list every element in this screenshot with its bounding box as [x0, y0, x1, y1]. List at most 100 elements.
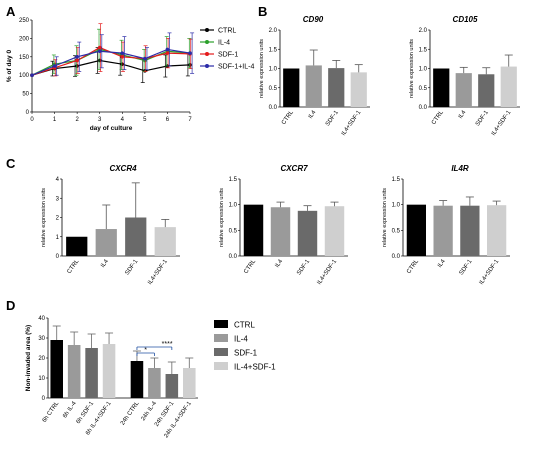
a-data-point — [165, 47, 170, 52]
b1-ytick-label: 0.0 — [269, 105, 278, 111]
a-legend-marker — [205, 64, 209, 68]
d-bar — [50, 340, 63, 398]
c1-category-label: IL4 — [100, 258, 110, 269]
d-ytick-label: 20 — [38, 356, 45, 362]
d-legend-swatch — [214, 362, 228, 370]
a-xtick-label: 5 — [143, 117, 147, 123]
b2-bar — [500, 66, 517, 107]
c2-category-label: IL4+SDF-1 — [316, 258, 338, 286]
c3-bar — [486, 205, 507, 256]
a-ytick-label: 0 — [26, 110, 30, 116]
a-data-point — [143, 56, 147, 61]
b2-ytick-label: 2.0 — [419, 28, 428, 34]
b1-ytick-label: 2.0 — [269, 28, 278, 34]
c1-ytick-label: 4 — [56, 177, 60, 183]
b2-category-label: IL4 — [458, 109, 468, 120]
b2-bar — [478, 74, 495, 107]
panel-label-c: C — [6, 156, 16, 171]
d-category-label: 6h IL-4 — [62, 400, 78, 419]
c3-category-label: CTRL — [406, 258, 420, 275]
c2-bar — [324, 206, 345, 256]
d-bar — [183, 368, 196, 398]
c1-bar — [95, 229, 117, 256]
a-data-point — [97, 45, 102, 50]
a-xtick-label: 0 — [30, 117, 34, 123]
d-bar — [85, 348, 98, 398]
b1-bar — [350, 72, 367, 107]
b2-bar — [433, 68, 450, 107]
d-bar — [165, 374, 179, 398]
d-bar — [130, 361, 144, 398]
a-legend-marker — [205, 28, 209, 32]
b1-ytick-label: 0.5 — [269, 86, 278, 92]
b2-y-axis-title: relative expression units — [409, 39, 415, 98]
c1-category-label: IL4+SDF-1 — [147, 258, 169, 286]
b1-bar — [305, 65, 322, 107]
d-legend-label: IL-4+SDF-1 — [234, 363, 276, 372]
a-data-point — [97, 49, 102, 54]
b2-ytick-label: 1.0 — [419, 67, 428, 73]
d-sig-label: **** — [162, 341, 173, 348]
a-legend-label: CTRL — [218, 28, 236, 35]
c2-chart-title: CXCR7 — [280, 164, 308, 173]
b1-category-label: CTRL — [281, 109, 295, 126]
a-data-point — [30, 73, 34, 77]
b1-chart-title: CD90 — [303, 15, 324, 24]
d-category-label: 24h IL-4 — [140, 400, 158, 422]
a-data-point — [188, 51, 192, 55]
a-legend-label: SDF-1 — [218, 52, 238, 59]
c3-ytick-label: 1.0 — [392, 203, 401, 209]
d-category-label: 6h CTRL — [42, 400, 61, 424]
d-legend-label: IL-4 — [234, 335, 248, 344]
a-data-point — [75, 64, 79, 68]
a-ytick-label: 250 — [19, 18, 30, 24]
b2-category-label: SDF-1 — [475, 109, 490, 127]
b1-bar — [328, 68, 345, 107]
panel-label-b: B — [258, 4, 267, 19]
c3-category-label: IL4 — [437, 258, 447, 269]
a-data-point — [120, 55, 125, 59]
b2-chart-title: CD105 — [453, 15, 478, 24]
d-ytick-label: 40 — [38, 316, 45, 322]
b1-category-label: IL4+SDF-1 — [341, 109, 363, 137]
a-legend-label: IL-4 — [218, 40, 230, 47]
a-legend-marker — [205, 40, 209, 44]
b2-bar — [455, 73, 472, 107]
a-data-point — [75, 58, 79, 63]
d-sig-label: * — [144, 347, 147, 354]
d-ytick-label: 0 — [42, 396, 46, 402]
d-bar — [102, 344, 116, 398]
b2-ytick-label: 0.0 — [419, 105, 428, 111]
b1-y-axis-title: relative expression units — [259, 39, 265, 98]
c1-category-label: CTRL — [66, 258, 80, 275]
a-xtick-label: 2 — [75, 117, 79, 123]
c2-ytick-label: 1.0 — [229, 203, 238, 209]
d-ytick-label: 10 — [38, 376, 45, 382]
c1-category-label: SDF-1 — [125, 258, 140, 276]
c3-ytick-label: 1.5 — [392, 177, 401, 183]
c2-category-label: CTRL — [243, 258, 257, 275]
c3-ytick-label: 0.0 — [392, 254, 401, 260]
c2-y-axis-title: relative expression units — [219, 188, 225, 247]
b1-category-label: IL4 — [308, 109, 318, 120]
d-y-axis-title: Non-invaded area (%) — [25, 325, 32, 391]
a-data-point — [75, 55, 79, 59]
d-ytick-label: 30 — [38, 336, 45, 342]
c1-ytick-label: 1 — [56, 235, 60, 241]
d-legend-swatch — [214, 348, 228, 356]
a-data-point — [120, 51, 125, 55]
c3-chart-title: IL4R — [451, 164, 469, 173]
c1-ytick-label: 2 — [56, 216, 60, 222]
a-xtick-label: 3 — [98, 117, 102, 123]
a-xtick-label: 7 — [188, 117, 192, 123]
c3-bar — [433, 205, 453, 256]
d-legend-label: CTRL — [234, 321, 255, 330]
c3-bar — [406, 204, 427, 256]
d-legend-swatch — [214, 334, 228, 342]
d-bar — [67, 345, 81, 398]
c2-category-label: IL4 — [274, 258, 284, 269]
a-legend-label: SDF-1+IL-4 — [218, 64, 254, 71]
a-data-point — [120, 62, 125, 66]
a-data-point — [52, 64, 57, 68]
